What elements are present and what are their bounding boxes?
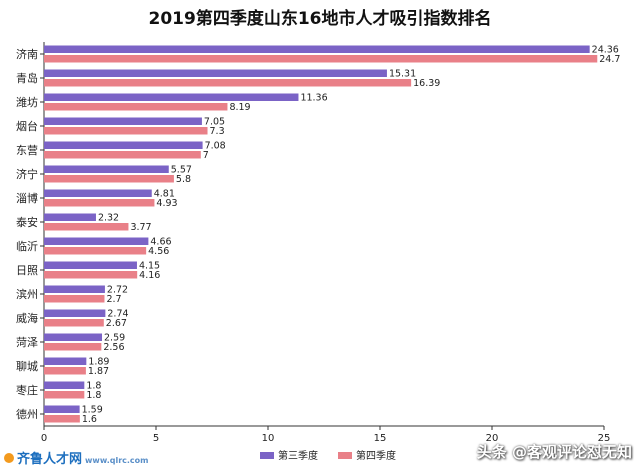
- bar-q4: [44, 103, 228, 111]
- data-label-q4: 2.7: [106, 294, 121, 305]
- data-label-q4: 5.8: [176, 174, 191, 185]
- data-label-q4: 1.8: [86, 390, 101, 401]
- data-label-q4: 4.56: [148, 246, 169, 257]
- x-tick-label: 5: [153, 433, 159, 444]
- data-label-q4: 24.7: [599, 54, 620, 65]
- data-label-q4: 1.6: [82, 414, 97, 425]
- legend-swatch-q4: [338, 452, 352, 459]
- watermark-brand-suffix: 网: [69, 452, 83, 467]
- bar-q4: [44, 295, 105, 303]
- bar-q3: [44, 405, 80, 413]
- data-label-q3: 7.05: [204, 117, 225, 128]
- category-label: 威海: [16, 311, 38, 325]
- qlrc-watermark-logo: 齐鲁人才 网 www.qlrc.com: [4, 448, 149, 467]
- watermark-brand: 齐鲁人才: [17, 452, 70, 467]
- data-label-q3: 24.36: [592, 45, 619, 56]
- category-label: 济南: [16, 47, 38, 61]
- bar-q4: [44, 55, 598, 63]
- category-label: 聊城: [16, 359, 38, 373]
- data-label-q3: 2.59: [104, 333, 125, 344]
- category-label: 淄博: [16, 192, 38, 205]
- bar-q4: [44, 247, 147, 255]
- bar-q4: [44, 271, 138, 279]
- data-label-q3: 4.81: [154, 189, 175, 200]
- category-label: 德州: [16, 407, 38, 421]
- bar-q3: [44, 333, 103, 341]
- data-label-q4: 7: [203, 150, 209, 161]
- data-label-q4: 16.39: [413, 78, 440, 89]
- x-tick-label: 20: [486, 433, 499, 444]
- data-label-q4: 2.56: [103, 342, 124, 353]
- category-label: 青岛: [16, 71, 38, 85]
- bar-q4: [44, 223, 129, 231]
- data-label-q4: 2.67: [106, 318, 127, 329]
- data-label-q4: 4.16: [139, 270, 160, 281]
- bar-q3: [44, 117, 202, 125]
- data-label-q3: 15.31: [389, 69, 416, 80]
- category-label: 潍坊: [16, 95, 38, 109]
- category-label: 东营: [16, 143, 38, 157]
- bar-q4: [44, 79, 412, 87]
- bar-q4: [44, 151, 201, 159]
- bar-q3: [44, 141, 203, 149]
- data-label-q3: 5.57: [171, 165, 192, 176]
- data-label-q3: 4.66: [150, 237, 171, 248]
- data-label-q3: 4.15: [139, 261, 160, 272]
- category-label: 济宁: [16, 167, 38, 181]
- category-label: 菏泽: [16, 336, 38, 349]
- toutiao-watermark: 头条 @客观评论怼无知: [476, 443, 632, 461]
- bar-q4: [44, 391, 85, 399]
- bar-q4: [44, 415, 80, 423]
- watermark-site: www.qlrc.com: [85, 456, 149, 465]
- legend-swatch-q3: [260, 452, 274, 459]
- bar-q4: [44, 175, 174, 183]
- bar-q3: [44, 93, 299, 101]
- legend-label-q3: 第三季度: [278, 449, 318, 462]
- legend-label-q4: 第四季度: [356, 449, 396, 462]
- x-tick-label: 0: [41, 433, 47, 444]
- bar-q4: [44, 127, 208, 135]
- bar-q3: [44, 189, 152, 197]
- bar-q4: [44, 367, 86, 375]
- bar-q3: [44, 45, 590, 53]
- bar-q3: [44, 285, 105, 293]
- bar-q3: [44, 261, 137, 269]
- data-label-q3: 2.74: [107, 309, 128, 320]
- category-label: 临沂: [16, 239, 38, 253]
- category-label: 泰安: [16, 215, 38, 229]
- bar-q3: [44, 69, 387, 77]
- bar-q4: [44, 199, 155, 207]
- data-label-q3: 2.32: [98, 213, 119, 224]
- data-label-q3: 1.89: [88, 357, 109, 368]
- category-label: 烟台: [16, 119, 38, 133]
- data-label-q3: 1.59: [82, 405, 103, 416]
- bar-q3: [44, 237, 149, 245]
- bar-q4: [44, 343, 102, 351]
- data-label-q4: 4.93: [156, 198, 177, 209]
- category-label: 滨州: [16, 287, 38, 301]
- chart-title: 2019第四季度山东16地市人才吸引指数排名: [148, 9, 492, 29]
- data-label-q3: 2.72: [107, 285, 128, 296]
- bar-q4: [44, 319, 104, 327]
- logo-dot-icon: [4, 453, 14, 463]
- category-label: 日照: [16, 264, 38, 277]
- bar-q3: [44, 309, 106, 317]
- data-label-q3: 1.8: [86, 381, 101, 392]
- bar-q3: [44, 165, 169, 173]
- data-label-q4: 3.77: [130, 222, 151, 233]
- x-tick-label: 10: [262, 433, 275, 444]
- data-label-q3: 11.36: [300, 93, 327, 104]
- bar-q3: [44, 357, 87, 365]
- x-tick-label: 15: [374, 433, 387, 444]
- x-tick-label: 25: [598, 433, 611, 444]
- bar-q3: [44, 381, 85, 389]
- category-label: 枣庄: [16, 383, 38, 397]
- data-label-q3: 7.08: [205, 141, 226, 152]
- bar-q3: [44, 213, 96, 221]
- data-label-q4: 7.3: [210, 126, 225, 137]
- data-label-q4: 1.87: [88, 366, 109, 377]
- data-label-q4: 8.19: [229, 102, 250, 113]
